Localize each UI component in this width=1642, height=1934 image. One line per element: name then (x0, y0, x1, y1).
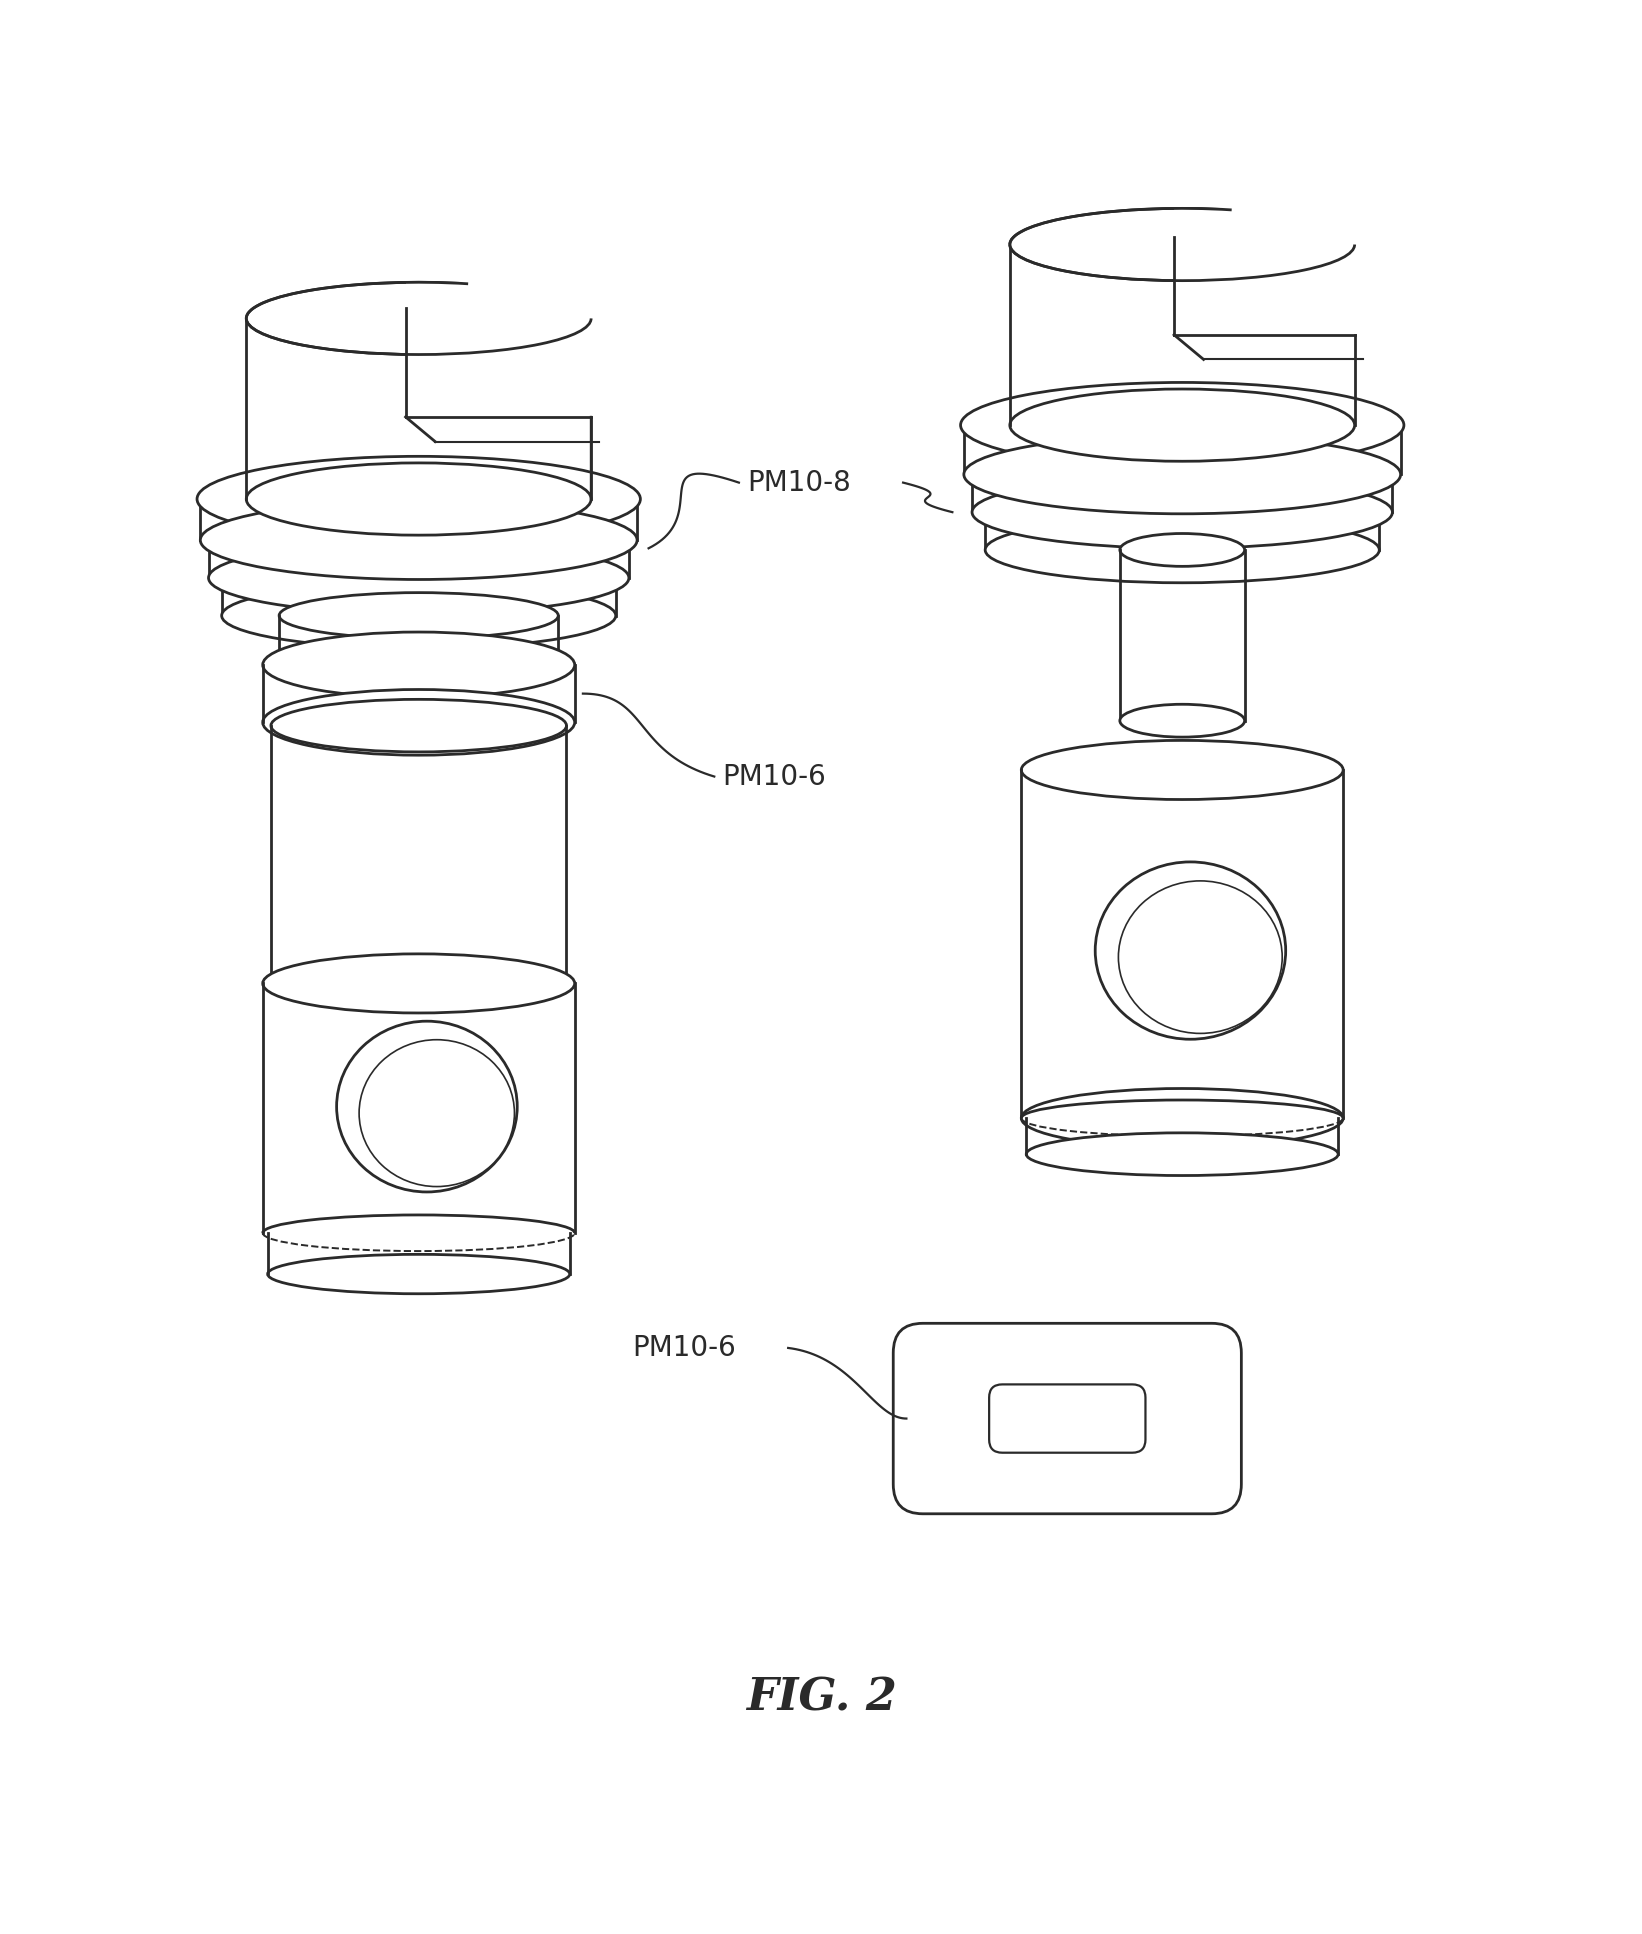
Ellipse shape (337, 1021, 517, 1191)
Ellipse shape (279, 638, 558, 685)
Ellipse shape (1021, 1089, 1343, 1147)
Text: FIG. 2: FIG. 2 (745, 1677, 897, 1719)
FancyBboxPatch shape (263, 665, 575, 721)
FancyBboxPatch shape (1120, 549, 1245, 721)
Ellipse shape (381, 1058, 512, 1182)
Ellipse shape (1010, 209, 1355, 280)
FancyBboxPatch shape (271, 725, 566, 982)
Ellipse shape (200, 501, 637, 580)
Ellipse shape (961, 383, 1404, 468)
Ellipse shape (360, 1040, 514, 1187)
Ellipse shape (1026, 1133, 1338, 1176)
Text: PM10-8: PM10-8 (747, 468, 851, 497)
Ellipse shape (1118, 880, 1282, 1033)
Ellipse shape (985, 516, 1379, 582)
FancyBboxPatch shape (246, 319, 591, 499)
FancyBboxPatch shape (263, 982, 575, 1234)
Ellipse shape (964, 435, 1401, 514)
Ellipse shape (246, 462, 591, 536)
Ellipse shape (1021, 741, 1343, 799)
Ellipse shape (197, 456, 640, 542)
Ellipse shape (263, 690, 575, 754)
Ellipse shape (271, 700, 566, 752)
Ellipse shape (263, 632, 575, 698)
FancyBboxPatch shape (1174, 209, 1371, 335)
Ellipse shape (1120, 704, 1245, 737)
Ellipse shape (279, 592, 558, 638)
FancyBboxPatch shape (406, 282, 608, 418)
Ellipse shape (263, 953, 575, 1013)
FancyBboxPatch shape (1021, 770, 1343, 1118)
Ellipse shape (268, 1255, 570, 1294)
Ellipse shape (1010, 389, 1355, 462)
Text: PM10-6: PM10-6 (632, 1334, 736, 1362)
Ellipse shape (1120, 534, 1245, 567)
Text: PM10-6: PM10-6 (722, 762, 826, 791)
Ellipse shape (246, 282, 591, 354)
FancyBboxPatch shape (279, 615, 558, 661)
FancyBboxPatch shape (1010, 244, 1355, 425)
Ellipse shape (222, 582, 616, 648)
FancyBboxPatch shape (988, 1385, 1146, 1452)
Ellipse shape (1141, 899, 1279, 1027)
Ellipse shape (972, 476, 1392, 549)
FancyBboxPatch shape (893, 1323, 1241, 1514)
Ellipse shape (209, 542, 629, 613)
Ellipse shape (1095, 863, 1286, 1039)
